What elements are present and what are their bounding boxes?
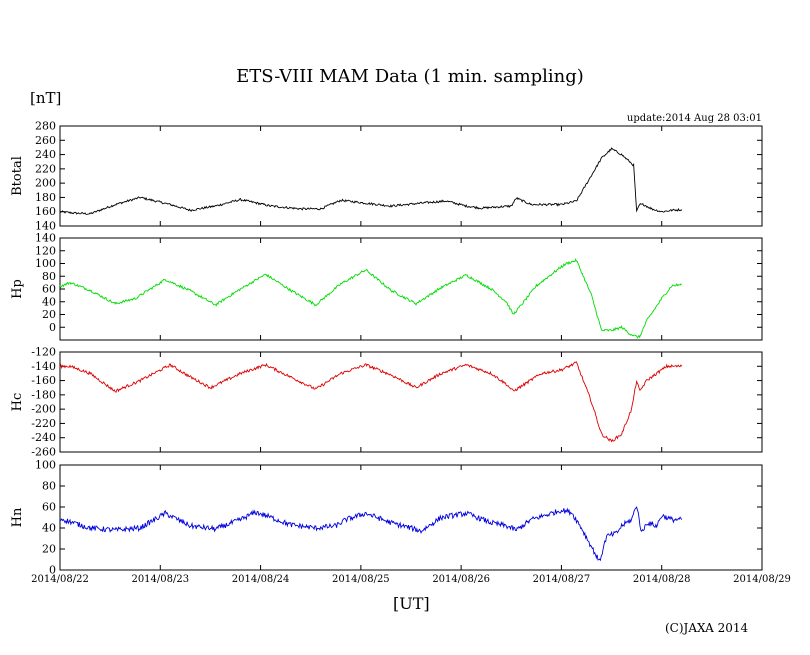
y-tick-label: -240 xyxy=(31,431,56,444)
y-axis-label: Btotal xyxy=(10,156,25,196)
x-tick-label: 2014/08/25 xyxy=(332,574,390,585)
x-tick-label: 2014/08/27 xyxy=(533,574,591,585)
y-tick-label: 160 xyxy=(35,205,56,218)
update-timestamp: update:2014 Aug 28 03:01 xyxy=(626,113,762,124)
y-tick-label: 140 xyxy=(35,232,56,245)
y-tick-label: -200 xyxy=(31,403,56,416)
y-tick-label: -220 xyxy=(31,417,56,430)
y-tick-label: 60 xyxy=(42,501,56,514)
chart-title: ETS-VIII MAM Data (1 min. sampling) xyxy=(236,66,584,87)
panel-frame xyxy=(59,351,763,453)
y-tick-label: 240 xyxy=(35,148,56,161)
x-tick-label: 2014/08/28 xyxy=(633,574,691,585)
x-axis-label: [UT] xyxy=(393,594,430,613)
y-tick-label: -180 xyxy=(31,388,56,401)
y-tick-label: -260 xyxy=(31,446,56,459)
y-tick-label: 260 xyxy=(35,134,56,147)
y-tick-label: 100 xyxy=(35,257,56,270)
y-tick-label: -160 xyxy=(31,374,56,387)
y-tick-label: -120 xyxy=(31,346,56,359)
y-tick-label: 200 xyxy=(35,177,56,190)
series-line-btotal xyxy=(59,147,683,215)
x-tick-label: 2014/08/23 xyxy=(131,574,189,585)
panel-frame xyxy=(59,125,763,227)
y-tick-label: 100 xyxy=(35,459,56,472)
x-tick-label: 2014/08/22 xyxy=(31,574,89,585)
panel-frame xyxy=(59,237,763,341)
y-tick-label: 0 xyxy=(49,564,56,577)
x-tick-label: 2014/08/26 xyxy=(432,574,490,585)
x-tick-label: 2014/08/24 xyxy=(232,574,290,585)
y-tick-label: 280 xyxy=(35,120,56,133)
y-tick-label: 140 xyxy=(35,220,56,233)
y-tick-label: 40 xyxy=(42,295,56,308)
y-tick-label: 80 xyxy=(42,480,56,493)
y-tick-label: 120 xyxy=(35,244,56,257)
y-tick-label: 220 xyxy=(35,162,56,175)
panel-frame xyxy=(59,464,763,571)
unit-label: [nT] xyxy=(30,89,62,107)
y-tick-label: 80 xyxy=(42,270,56,283)
series-line-hp xyxy=(59,258,683,339)
y-tick-label: 20 xyxy=(42,308,56,321)
y-tick-label: 180 xyxy=(35,191,56,204)
y-axis-label: Hp xyxy=(10,279,25,299)
x-tick-label: 2014/08/29 xyxy=(733,574,791,585)
y-axis-label: Hn xyxy=(10,507,25,527)
y-tick-label: 60 xyxy=(42,283,56,296)
y-axis-label: Hc xyxy=(10,393,25,412)
y-tick-label: 20 xyxy=(42,543,56,556)
y-tick-label: 0 xyxy=(49,321,56,334)
series-line-hc xyxy=(59,361,683,443)
series-line-hn xyxy=(59,506,683,562)
y-tick-label: 40 xyxy=(42,522,56,535)
credit-label: (C)JAXA 2014 xyxy=(665,621,749,635)
y-tick-label: -140 xyxy=(31,360,56,373)
